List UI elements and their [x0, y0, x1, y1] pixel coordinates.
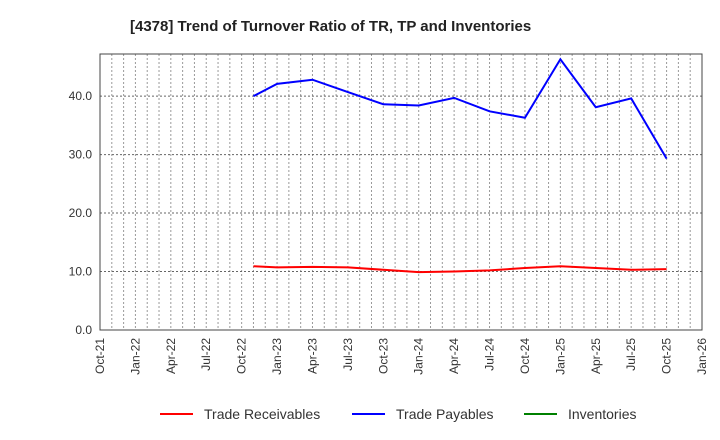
y-tick-label: 30.0 — [69, 148, 93, 162]
x-tick-label: Jan-25 — [553, 338, 567, 375]
x-tick-label: Jan-22 — [128, 338, 142, 375]
plot-frame — [99, 53, 703, 331]
series-lines — [252, 57, 668, 274]
x-tick-label: Oct-21 — [93, 338, 107, 374]
y-tick-label: 20.0 — [69, 206, 93, 220]
series-line-trade-payables — [252, 57, 668, 160]
x-axis: Oct-21 Jan-22 Apr-22 Jul-22 Oct-22 Jan-23 Apr-… — [93, 338, 709, 375]
legend: Trade Receivables Trade Payables Inventori… — [160, 406, 636, 422]
legend-label: Trade Receivables — [204, 406, 320, 422]
y-tick-label: 0.0 — [75, 323, 92, 337]
x-tick-label: Jan-26 — [695, 338, 709, 375]
x-tick-label: Oct-24 — [518, 338, 532, 374]
grid — [100, 54, 702, 331]
x-tick-label: Apr-25 — [589, 338, 603, 374]
y-tick-label: 40.0 — [69, 89, 93, 103]
x-tick-label: Apr-22 — [164, 338, 178, 374]
x-tick-label: Oct-22 — [235, 338, 249, 374]
x-tick-label: Jan-24 — [412, 338, 426, 375]
x-tick-label: Apr-24 — [447, 338, 461, 374]
x-tick-label: Jan-23 — [270, 338, 284, 375]
x-tick-label: Jul-25 — [624, 338, 638, 371]
y-axis: 0.0 10.0 20.0 30.0 40.0 — [69, 89, 93, 337]
x-tick-label: Jul-22 — [199, 338, 213, 371]
legend-label: Inventories — [568, 406, 636, 422]
x-tick-label: Apr-23 — [305, 338, 319, 374]
x-tick-label: Jul-24 — [483, 338, 497, 371]
x-tick-label: Oct-25 — [660, 338, 674, 374]
chart-title: [4378] Trend of Turnover Ratio of TR, TP… — [130, 18, 531, 35]
x-tick-label: Jul-23 — [341, 338, 355, 371]
x-tick-label: Oct-23 — [376, 338, 390, 374]
y-tick-label: 10.0 — [69, 265, 93, 279]
series-line-trade-receivables — [253, 265, 667, 274]
legend-label: Trade Payables — [396, 406, 494, 422]
